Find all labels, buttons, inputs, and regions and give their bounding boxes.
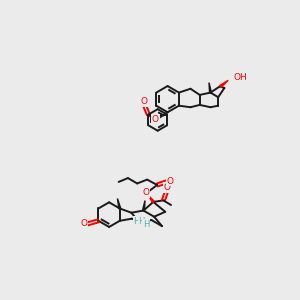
Polygon shape [220,80,228,87]
Text: O: O [164,183,171,192]
Text: O: O [152,115,159,124]
Text: O: O [140,97,147,106]
Polygon shape [142,200,145,211]
Polygon shape [117,199,121,209]
Text: H: H [138,217,145,226]
Text: OH: OH [234,74,248,82]
Text: H: H [143,220,149,229]
Text: H: H [134,217,140,226]
Text: O: O [167,177,174,186]
Polygon shape [209,82,212,93]
Text: O: O [142,188,149,197]
Polygon shape [149,196,154,202]
Text: O: O [80,219,87,228]
